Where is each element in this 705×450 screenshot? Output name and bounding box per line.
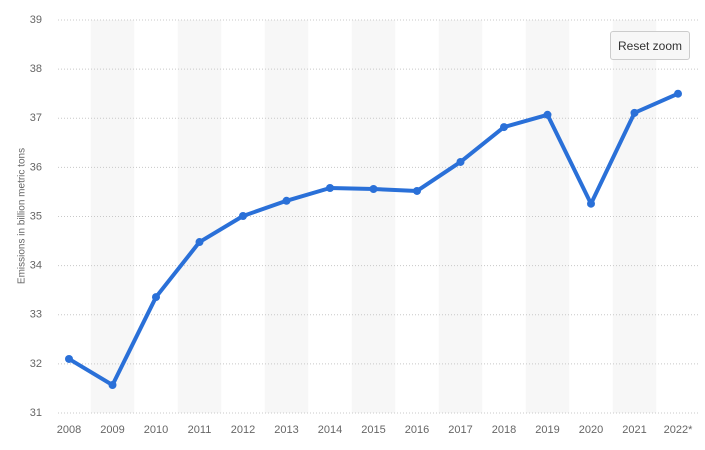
point — [413, 186, 421, 195]
y-axis-label: Emissions in billion metric tons — [17, 148, 28, 284]
point — [369, 184, 378, 193]
point — [674, 89, 682, 98]
y-tick-label: 32 — [30, 358, 42, 370]
y-tick-label: 39 — [30, 14, 42, 26]
y-tick-label: 34 — [30, 260, 42, 272]
point — [65, 354, 73, 363]
x-tick-label: 2016 — [405, 424, 429, 436]
x-tick-label: 2021 — [622, 424, 646, 436]
x-tick-label: 2020 — [579, 424, 603, 436]
point — [326, 184, 334, 193]
y-tick-label: 36 — [30, 161, 42, 173]
x-tick-label: 2014 — [318, 424, 342, 436]
point — [152, 293, 160, 302]
x-tick-label: 2019 — [535, 424, 559, 436]
point — [500, 123, 508, 132]
point — [543, 110, 552, 119]
point — [630, 108, 639, 117]
reset-zoom-button[interactable]: Reset zoom — [610, 31, 690, 60]
x-tick-label: 2022* — [664, 424, 693, 436]
x-tick-label: 2013 — [274, 424, 298, 436]
x-tick-label: 2008 — [57, 424, 81, 436]
x-tick-label: 2009 — [100, 424, 124, 436]
x-tick-label: 2018 — [492, 424, 516, 436]
x-tick-label: 2015 — [361, 424, 385, 436]
y-tick-label: 38 — [30, 63, 42, 75]
x-tick-label: 2010 — [144, 424, 168, 436]
point — [456, 157, 465, 166]
point — [195, 238, 204, 247]
point — [108, 380, 117, 389]
y-tick-label: 31 — [30, 407, 42, 419]
point — [239, 212, 247, 221]
y-tick-label: 35 — [30, 210, 42, 222]
x-tick-label: 2017 — [448, 424, 472, 436]
y-tick-label: 37 — [30, 112, 42, 124]
point — [587, 199, 595, 208]
x-tick-label: 2012 — [231, 424, 255, 436]
x-tick-label: 2011 — [188, 424, 212, 436]
point — [282, 196, 291, 205]
y-tick-label: 33 — [30, 309, 42, 321]
